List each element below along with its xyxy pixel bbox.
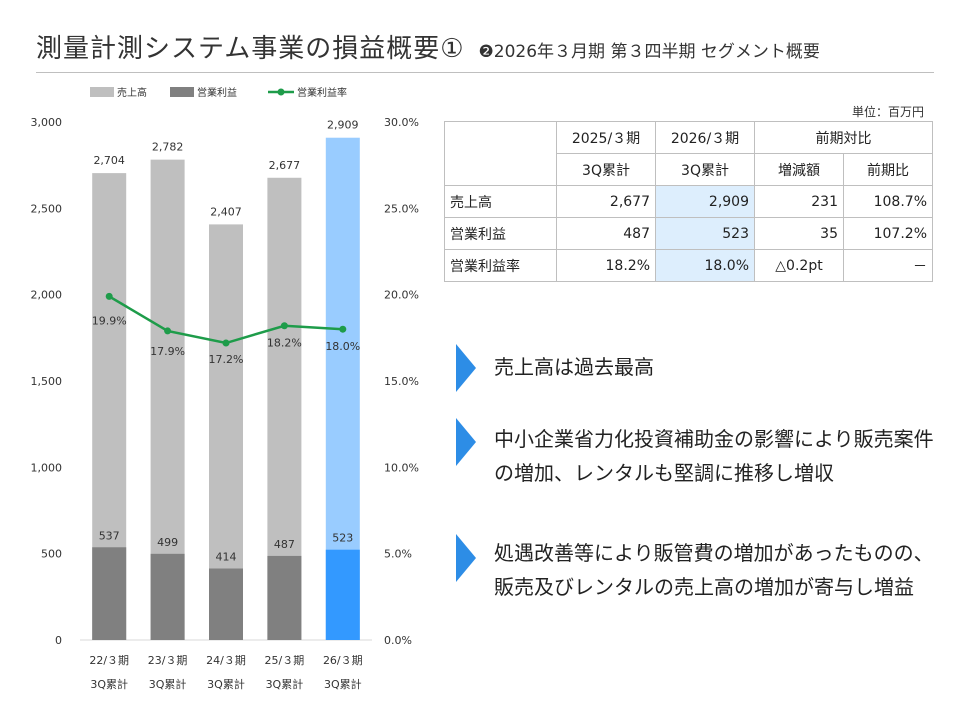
title-divider bbox=[36, 72, 934, 73]
key-point-text: 処遇改善等により販管費の増加があったものの、販売及びレンタルの売上高の増加が寄与… bbox=[494, 541, 934, 599]
y-left-tick-label: 500 bbox=[41, 548, 62, 561]
y-left-tick-label: 0 bbox=[55, 634, 62, 647]
legend-label-sales: 売上高 bbox=[117, 86, 147, 99]
header-ratio: 前期比 bbox=[843, 153, 933, 186]
table-unit-label: 単位：百万円 bbox=[851, 105, 924, 119]
table-subheader-row: 3Q累計 3Q累計 増減額 前期比 bbox=[445, 153, 933, 186]
table-row-sales: 売上高 2,677 2,909 231 108.7% bbox=[444, 185, 933, 218]
chevron-right-icon bbox=[456, 344, 476, 392]
line-margin-label: 17.9% bbox=[150, 345, 185, 358]
x-tick-label: 23/３期 bbox=[148, 654, 188, 667]
cell-prev: 2,677 bbox=[556, 185, 656, 218]
y-left-tick-label: 1,000 bbox=[31, 461, 63, 474]
line-margin-label: 18.2% bbox=[267, 337, 302, 350]
legend-swatch-margin-point bbox=[277, 88, 285, 96]
y-left-tick-label: 3,000 bbox=[31, 116, 63, 129]
cell-prev: 487 bbox=[556, 217, 656, 250]
x-tick-label-sub: 3Q累計 bbox=[266, 677, 304, 691]
page-title-text: 測量計測システム事業の損益概要① bbox=[36, 34, 465, 64]
bar-sales-label: 2,677 bbox=[269, 159, 301, 172]
line-margin-point bbox=[164, 327, 172, 335]
bar-sales-label: 2,909 bbox=[327, 119, 359, 132]
bar-operating-profit bbox=[92, 547, 127, 640]
y-right-tick-label: 20.0% bbox=[384, 289, 419, 302]
cell-prev: 18.2% bbox=[556, 249, 656, 282]
row-label: 営業利益率 bbox=[444, 249, 557, 282]
y-right-tick-label: 0.0% bbox=[384, 634, 412, 647]
cell-ratio: － bbox=[843, 249, 933, 282]
bar-profit-label: 487 bbox=[274, 538, 295, 551]
page-subtitle: ❷2026年３月期 第３四半期 セグメント概要 bbox=[478, 42, 820, 62]
y-left-tick-label: 1,500 bbox=[31, 375, 63, 388]
chevron-right-icon bbox=[456, 418, 476, 466]
table-row-margin: 営業利益率 18.2% 18.0% △0.2pt － bbox=[444, 249, 933, 282]
comparison-table: 2025/３期 2026/３期 前期対比 3Q累計 3Q累計 増減額 前期比 売… bbox=[444, 121, 933, 282]
x-tick-label-sub: 3Q累計 bbox=[207, 677, 245, 691]
y-right-tick-label: 25.0% bbox=[384, 202, 419, 215]
y-left-tick-label: 2,500 bbox=[31, 202, 63, 215]
x-tick-label: 25/３期 bbox=[265, 654, 305, 667]
line-margin-point bbox=[222, 339, 230, 347]
row-label: 売上高 bbox=[444, 185, 557, 218]
header-prev-period: 2025/３期 bbox=[556, 121, 656, 154]
cell-diff: 231 bbox=[754, 185, 844, 218]
header-curr-sub: 3Q累計 bbox=[655, 153, 755, 186]
row-label: 営業利益 bbox=[444, 217, 557, 250]
line-margin-label: 18.0% bbox=[325, 340, 360, 353]
cell-diff: △0.2pt bbox=[754, 249, 844, 282]
revenue-profit-chart: 0 500 1,000 1,500 2,000 2,500 3,000 0.0% 5.0% 10.… bbox=[31, 86, 419, 691]
cell-ratio: 108.7% bbox=[843, 185, 933, 218]
line-margin-label: 19.9% bbox=[92, 314, 127, 327]
line-margin-point bbox=[105, 292, 113, 300]
line-margin-label: 17.2% bbox=[209, 353, 244, 366]
bar-sales-label: 2,407 bbox=[210, 205, 242, 218]
bar-profit-label: 499 bbox=[157, 536, 178, 549]
legend-swatch-profit bbox=[170, 87, 194, 97]
x-tick-label-sub: 3Q累計 bbox=[149, 677, 187, 691]
y-right-tick-label: 5.0% bbox=[384, 548, 412, 561]
y-left-tick-label: 2,000 bbox=[31, 289, 63, 302]
bar-profit-label: 414 bbox=[216, 551, 237, 564]
table-header-row: 2025/３期 2026/３期 前期対比 bbox=[444, 121, 933, 186]
cell-curr: 523 bbox=[655, 217, 755, 250]
y-right-tick-label: 10.0% bbox=[384, 461, 419, 474]
x-tick-label-sub: 3Q累計 bbox=[90, 677, 128, 691]
y-right-tick-label: 15.0% bbox=[384, 375, 419, 388]
bar-profit-label: 537 bbox=[99, 529, 120, 542]
cell-curr: 18.0% bbox=[655, 249, 755, 282]
bar-operating-profit bbox=[325, 549, 360, 640]
x-tick-label: 24/３期 bbox=[206, 654, 246, 667]
key-point-text: 売上高は過去最高 bbox=[494, 355, 654, 379]
header-prev-sub: 3Q累計 bbox=[556, 153, 656, 186]
page-title: 測量計測システム事業の損益概要① ❷2026年３月期 第３四半期 セグメント概要 bbox=[36, 28, 820, 65]
chevron-right-icon bbox=[456, 534, 476, 582]
x-tick-label: 26/３期 bbox=[323, 654, 363, 667]
bar-sales-label: 2,782 bbox=[152, 141, 184, 154]
header-compare: 前期対比 bbox=[754, 121, 933, 154]
table-row-operating-profit: 営業利益 487 523 35 107.2% bbox=[444, 217, 933, 250]
bar-operating-profit bbox=[267, 555, 302, 640]
bar-sales-label: 2,704 bbox=[93, 154, 125, 167]
bar-profit-label: 523 bbox=[332, 532, 353, 545]
legend-label-margin: 営業利益率 bbox=[297, 86, 347, 99]
legend-swatch-sales bbox=[90, 87, 114, 97]
header-diff: 増減額 bbox=[754, 153, 844, 186]
key-point-text: 中小企業省力化投資補助金の影響により販売案件の増加、レンタルも堅調に推移し増収 bbox=[494, 427, 934, 485]
cell-diff: 35 bbox=[754, 217, 844, 250]
x-tick-label-sub: 3Q累計 bbox=[324, 677, 362, 691]
x-tick-label: 22/３期 bbox=[89, 654, 129, 667]
legend-label-profit: 営業利益 bbox=[197, 86, 237, 99]
line-margin-point bbox=[339, 325, 347, 333]
cell-curr: 2,909 bbox=[655, 185, 755, 218]
table-corner-cell bbox=[444, 121, 557, 186]
bar-operating-profit bbox=[209, 568, 243, 640]
header-curr-period: 2026/３期 bbox=[655, 121, 755, 154]
bar-operating-profit bbox=[150, 553, 185, 640]
y-right-tick-label: 30.0% bbox=[384, 116, 419, 129]
cell-ratio: 107.2% bbox=[843, 217, 933, 250]
line-margin-point bbox=[280, 322, 288, 330]
